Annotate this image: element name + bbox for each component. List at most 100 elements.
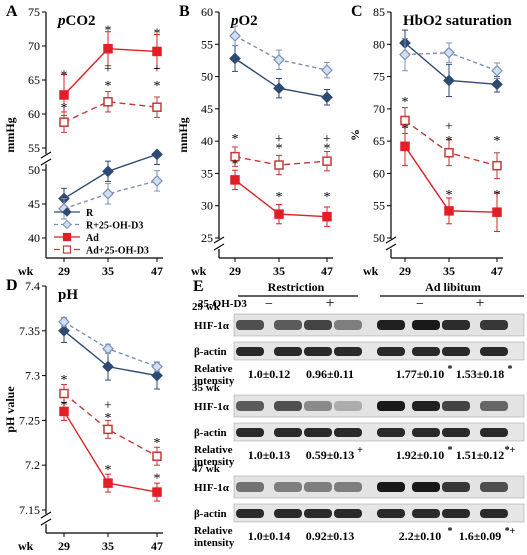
legend-label-r_d3: R+25-OH-D3 — [86, 221, 143, 232]
legend-marker-ad — [62, 232, 72, 242]
y-tick-label: 75 — [28, 5, 40, 19]
hif-band — [334, 482, 362, 492]
y-axis-label: mmHg — [3, 117, 17, 152]
panel-letter: A — [6, 3, 18, 20]
data-point-r — [273, 82, 285, 95]
significance-mark: * — [61, 373, 68, 388]
data-point-ad_d3 — [103, 97, 113, 107]
actin-band — [442, 509, 470, 518]
data-point-ad_d3 — [400, 115, 410, 126]
data-point-ad_d3 — [152, 451, 162, 461]
data-point-r_d3 — [151, 175, 163, 187]
significance-superscript: * — [448, 445, 453, 456]
significance-superscript: *+ — [505, 526, 516, 537]
panel-e: E Restriction Ad libitum 25-OH-D3 − + − … — [190, 277, 527, 550]
y-axis-label: pH value — [3, 386, 17, 433]
hif-label: HIF-1α — [194, 401, 230, 413]
hif-band — [412, 401, 440, 411]
x-tick-label: 35 — [273, 264, 285, 278]
y-tick-label: 7.15 — [19, 503, 40, 517]
significance-mark: + — [445, 120, 453, 135]
significance-mark: + — [153, 62, 161, 77]
actin-band — [480, 509, 508, 518]
x-tick-label: 47 — [321, 264, 333, 278]
intensity-label: intensity — [194, 537, 235, 549]
data-point-r_d3 — [273, 53, 285, 66]
axis-break-mark — [385, 236, 397, 244]
legend-label-r: R — [86, 208, 94, 219]
y-tick-label: 7.25 — [19, 413, 40, 427]
western-blot: E Restriction Ad libitum 25-OH-D3 − + − … — [192, 278, 525, 549]
hif-band — [236, 482, 264, 492]
data-point-ad_d3 — [274, 160, 284, 170]
x-tick-label: 29 — [229, 264, 241, 278]
actin-band — [412, 509, 440, 518]
relative-intensity-value: 1.53±0.18 — [456, 367, 505, 381]
actin-band — [236, 347, 264, 356]
series-line-ad_d3 — [63, 392, 158, 457]
chart-title-main: CO2 — [66, 13, 96, 29]
panel-letter: D — [6, 277, 18, 294]
hif-band — [480, 401, 508, 411]
chart-title: HbO2 saturation — [403, 13, 512, 29]
significance-mark: * — [446, 188, 453, 203]
chart-title-main: pH — [58, 287, 78, 303]
hif-band — [334, 320, 362, 330]
timepoint-label: 47 wk — [192, 463, 221, 475]
legend-marker-ad_d3 — [62, 245, 72, 254]
axis-break-mark — [40, 158, 52, 166]
hif-band — [236, 320, 264, 330]
series-line-r_d3 — [234, 35, 328, 71]
data-point-r_d3 — [229, 30, 241, 42]
actin-band — [334, 509, 362, 518]
y-tick-label: 7.3 — [25, 369, 40, 383]
restriction-minus: − — [265, 297, 273, 312]
relative-intensity-value: 0.59±0.13 — [306, 448, 355, 462]
x-tick-label: 29 — [58, 264, 70, 278]
significance-mark: * — [402, 122, 409, 137]
hif-band — [377, 320, 405, 330]
significance-mark: * — [61, 69, 68, 84]
significance-mark: * — [105, 79, 112, 94]
data-point-r — [102, 360, 114, 373]
data-point-r_d3 — [58, 315, 70, 328]
panel-letter-e: E — [193, 278, 204, 295]
relative-intensity-value: 0.96±0.11 — [306, 367, 354, 381]
x-prefix-label: wk — [191, 264, 207, 278]
ad-minus: − — [416, 297, 424, 312]
axis-break-mark — [385, 243, 397, 251]
actin-label: β-actin — [194, 508, 227, 520]
data-point-ad_d3 — [230, 151, 240, 162]
significance-mark: + — [323, 132, 331, 147]
significance-mark: + — [275, 132, 283, 147]
y-tick-label: 60 — [373, 166, 385, 180]
significance-mark: * — [105, 411, 112, 426]
significance-mark: * — [105, 463, 112, 478]
data-point-ad — [152, 46, 162, 57]
data-point-ad — [400, 141, 410, 152]
actin-band — [377, 347, 405, 356]
data-point-r_d3 — [151, 360, 163, 373]
data-point-ad — [59, 90, 69, 100]
data-point-ad — [103, 478, 113, 488]
relative-intensity-value: 1.77±0.10 — [396, 367, 445, 381]
relative-intensity-value: 1.92±0.10 — [396, 448, 445, 462]
data-point-r_d3 — [102, 342, 114, 355]
significance-mark: * — [276, 142, 283, 157]
actin-band — [236, 428, 264, 437]
y-tick-label: 7.2 — [25, 458, 40, 472]
data-point-r_d3 — [102, 187, 114, 200]
significance-mark: * — [446, 134, 453, 149]
legend-label-ad: Ad — [86, 233, 99, 244]
hif-label: HIF-1α — [194, 482, 230, 494]
relative-intensity-value: 1.0±0.13 — [248, 448, 291, 462]
relative-intensity-value: 1.51±0.12 — [456, 448, 505, 462]
data-point-ad — [492, 207, 502, 217]
series-line-ad_d3 — [63, 101, 158, 123]
data-point-ad_d3 — [59, 388, 69, 399]
y-tick-label: 55 — [373, 199, 385, 213]
significance-mark: * — [105, 24, 112, 39]
hif-band — [442, 320, 470, 330]
actin-band — [412, 428, 440, 437]
x-tick-label: 47 — [151, 539, 163, 550]
